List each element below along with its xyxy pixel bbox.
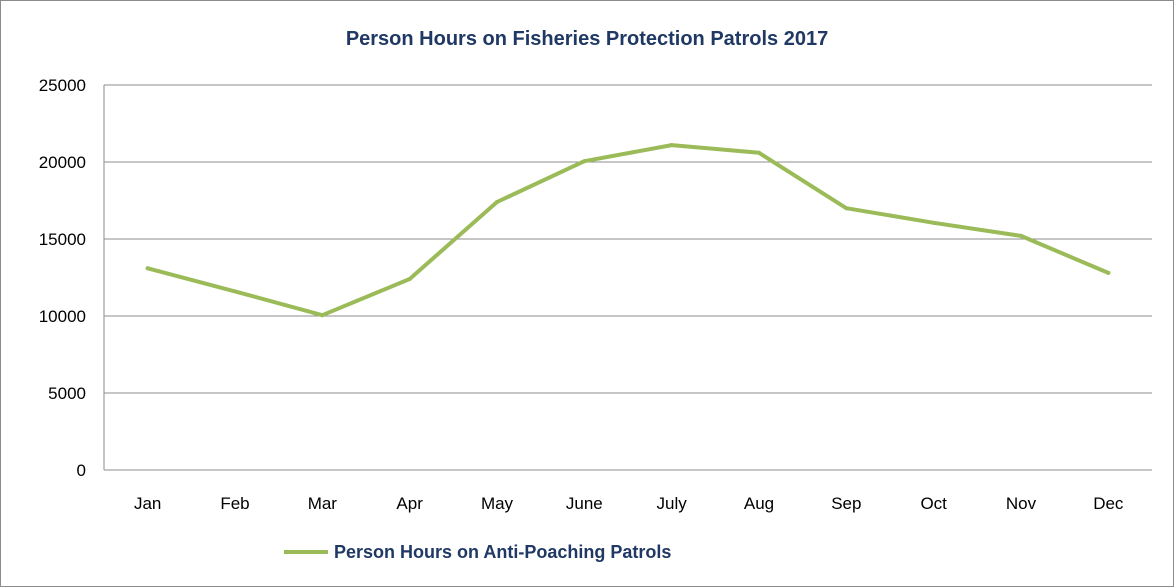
y-tick-label: 10000 (39, 307, 86, 326)
data-point (844, 206, 849, 211)
data-point (931, 220, 936, 225)
x-tick-label: June (566, 494, 603, 513)
x-tick-label: May (481, 494, 514, 513)
data-point (145, 266, 150, 271)
data-point (407, 277, 412, 282)
x-tick-label: Sep (831, 494, 861, 513)
legend-label: Person Hours on Anti-Poaching Patrols (334, 541, 672, 562)
data-point (1106, 270, 1111, 275)
y-axis-tick-labels: 0 5000 10000 15000 20000 25000 (39, 76, 86, 480)
y-tick-label: 0 (77, 461, 86, 480)
data-point (495, 200, 499, 205)
x-tick-label: Apr (396, 494, 423, 513)
data-point (233, 289, 237, 294)
data-point (320, 313, 325, 318)
x-tick-label: Mar (308, 494, 338, 513)
data-point (757, 150, 761, 155)
chart-title: Person Hours on Fisheries Protection Pat… (345, 28, 829, 50)
gridlines (103, 84, 1152, 471)
data-point (1019, 233, 1023, 238)
series-layer (145, 143, 1111, 318)
x-tick-label: Aug (744, 494, 774, 513)
y-tick-label: 5000 (48, 384, 86, 403)
series-line-0 (145, 143, 1111, 318)
legend-swatch (284, 550, 328, 554)
x-tick-label: Feb (220, 494, 249, 513)
x-axis-tick-labels: Jan Feb Mar Apr May June July Aug Sep Oct Nov Dec (134, 494, 1124, 513)
legend: Person Hours on Anti-Poaching Patrols (284, 538, 671, 566)
x-tick-label: Dec (1093, 494, 1124, 513)
x-tick-label: Nov (1006, 494, 1037, 513)
data-point (669, 143, 674, 148)
x-tick-label: Oct (920, 494, 947, 513)
x-tick-label: July (657, 494, 688, 513)
data-point (582, 159, 587, 164)
y-tick-label: 15000 (39, 230, 86, 249)
x-tick-label: Jan (134, 494, 161, 513)
y-tick-label: 20000 (39, 153, 86, 172)
y-tick-label: 25000 (39, 76, 86, 95)
